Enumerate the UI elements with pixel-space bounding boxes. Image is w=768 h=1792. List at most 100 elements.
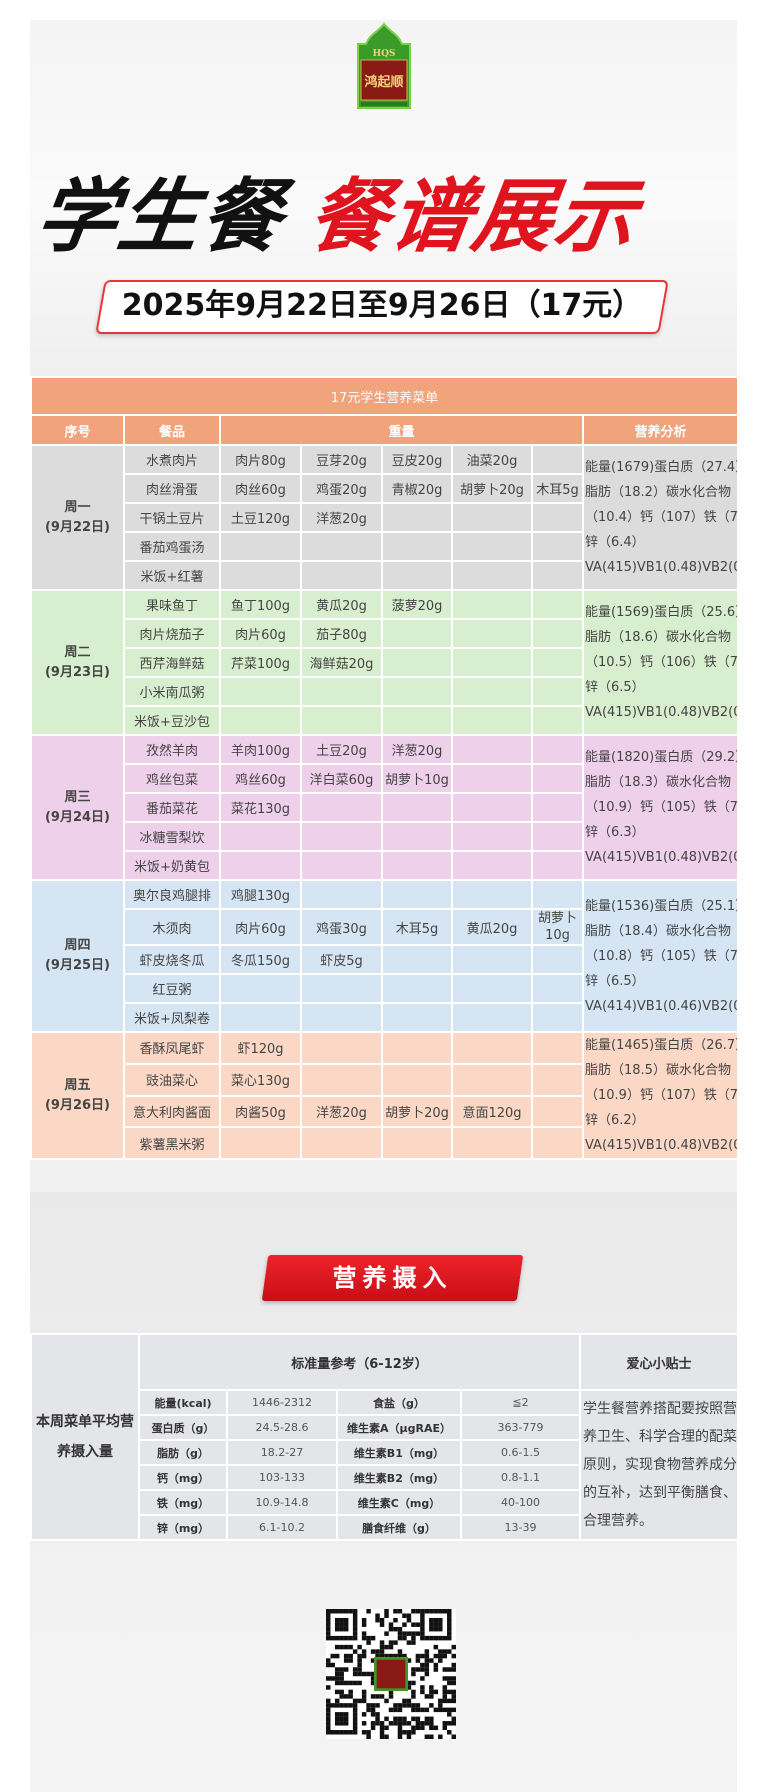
- nutrition-line: 脂肪（18.3）碳水化合物: [585, 775, 731, 790]
- day-name: 周五: [64, 1077, 91, 1093]
- nutrient-name: 铁（mg）: [138, 1489, 228, 1516]
- ingredient-cell: 茄子80g: [300, 618, 383, 649]
- ingredient-cell: [451, 705, 533, 736]
- nutrition-line: VA(415)VB1(0.48)VB2(0.68): [585, 850, 736, 865]
- title-red: 餐谱展示: [302, 170, 644, 263]
- section-banner-title: 营养摄入: [332, 1264, 453, 1292]
- ingredient-cell: [381, 973, 453, 1004]
- ingredient-cell: [381, 705, 453, 736]
- nutrition-line: VA(415)VB1(0.48)VB2(0.68): [585, 705, 736, 720]
- page-title: 学生餐 餐谱展示: [31, 152, 744, 263]
- ingredient-cell: [451, 792, 533, 823]
- ingredient-cell: [451, 850, 533, 881]
- nutrient-name: 维生素A（μgRAE）: [336, 1414, 462, 1441]
- intake-row-label: 本周菜单平均营养摄入量: [30, 1333, 140, 1541]
- ingredient-cell: [451, 944, 533, 975]
- nutrition-line: 能量(1679)蛋白质（27.4）: [585, 460, 739, 475]
- ingredient-cell: [381, 1062, 453, 1097]
- ingredient-cell: [531, 531, 584, 562]
- ingredient-cell: 洋葱20g: [300, 502, 383, 533]
- ingredient-cell: [531, 560, 584, 591]
- nutrition-line: VA(415)VB1(0.48)VB2(0.68): [585, 1138, 736, 1153]
- menu-row: 周一 (9月22日) 水煮肉片 肉片80g 豆芽20g 豆皮20g 油菜20g 能量(1679…: [30, 444, 740, 591]
- qr-code-icon: [326, 1609, 456, 1739]
- col-dish: 餐品: [123, 414, 221, 446]
- day-cell: 周五 (9月26日): [30, 1031, 125, 1160]
- day-name: 周三: [64, 789, 91, 805]
- intake-row: 铁（mg） 10.9-14.8 维生素C（mg） 40-100: [31, 1489, 738, 1516]
- ingredient-cell: [531, 502, 584, 533]
- tips-header: 爱心小贴士: [579, 1333, 740, 1391]
- ingredient-cell: 木耳5g: [381, 908, 453, 946]
- ingredient-cell: [451, 973, 533, 1004]
- menu-row: 肉丝滑蛋 肉丝60g 鸡蛋20g 青椒20g 胡萝卜20g 木耳5g: [31, 473, 738, 504]
- ingredient-cell: 鸡蛋20g: [300, 473, 383, 504]
- ingredient-cell: [219, 1126, 302, 1160]
- ingredient-cell: [451, 618, 533, 649]
- ingredient-cell: 鱼丁100g: [219, 589, 302, 620]
- menu-row: 西芹海鲜菇 芹菜100g 海鲜菇20g: [31, 647, 738, 678]
- nutrient-range: 18.2-27: [226, 1439, 338, 1466]
- nutrition-line: 锌（6.4）: [585, 535, 645, 550]
- day-name: 周一: [64, 499, 91, 515]
- nutrient-range: 6.1-10.2: [226, 1514, 338, 1541]
- day-date: (9月24日): [44, 809, 111, 825]
- ingredient-cell: 鸡蛋30g: [300, 908, 383, 946]
- nutrition-line: 脂肪（18.6）碳水化合物: [585, 630, 731, 645]
- nutrition-line: 能量(1569)蛋白质（25.6）: [585, 605, 739, 620]
- nutrient-range: 10.9-14.8: [226, 1489, 338, 1516]
- menu-row: 豉油菜心 菜心130g: [31, 1062, 738, 1097]
- nutrient-name: 维生素B1（mg）: [336, 1439, 462, 1466]
- menu-row: 周二 (9月23日) 果味鱼丁 鱼丁100g 黄瓜20g 菠萝20g 能量(1569)蛋白质…: [30, 589, 740, 736]
- dish-name: 米饭+凤梨卷: [123, 1002, 221, 1033]
- day-date: (9月23日): [44, 664, 111, 680]
- ingredient-cell: [300, 850, 383, 881]
- ingredient-cell: [451, 560, 533, 591]
- ingredient-cell: [300, 1126, 383, 1160]
- intake-table: 本周菜单平均营养摄入量 标准量参考（6-12岁） 爱心小贴士 能量(kcal) 1…: [30, 1333, 740, 1541]
- day-date: (9月25日): [44, 958, 111, 973]
- ingredient-cell: [531, 618, 584, 649]
- ingredient-cell: 洋白菜60g: [300, 763, 383, 794]
- nutrient-name: 能量(kcal): [138, 1389, 228, 1416]
- nutrition-line: 能量(1536)蛋白质（25.1）: [585, 898, 739, 914]
- ingredient-cell: [531, 763, 584, 794]
- nutrition-line: （10.8）钙（105）铁（7.0: [585, 948, 739, 964]
- ingredient-cell: [451, 734, 533, 765]
- nutrition-analysis: 能量(1536)蛋白质（25.1） 脂肪（18.4）碳水化合物 （10.8）钙（10…: [581, 879, 740, 1033]
- ingredient-cell: [531, 850, 584, 881]
- ingredient-cell: [531, 1031, 584, 1065]
- ingredient-cell: 青椒20g: [381, 473, 453, 504]
- ingredient-cell: 胡萝卜10g: [381, 763, 453, 794]
- ingredient-cell: [451, 502, 533, 533]
- ingredient-cell: 鸡腿130g: [219, 879, 302, 910]
- ingredient-cell: [451, 821, 533, 852]
- nutrition-analysis: 能量(1679)蛋白质（27.4） 脂肪（18.2）碳水化合物 （10.4）钙（10…: [581, 444, 740, 591]
- ingredient-cell: [381, 850, 453, 881]
- ingredient-cell: [219, 705, 302, 736]
- menu-table: 17元学生营养菜单 序号 餐品 重量 营养分析 周一 (9月22日) 水煮肉片 肉片8…: [29, 376, 740, 1160]
- dish-name: 紫薯黑米粥: [123, 1126, 221, 1160]
- ingredient-cell: [381, 1031, 453, 1065]
- ingredient-cell: 黄瓜20g: [451, 908, 533, 946]
- ingredient-cell: [531, 1094, 584, 1129]
- ingredient-cell: 肉丝60g: [219, 473, 302, 504]
- ingredient-cell: 羊肉100g: [219, 734, 302, 765]
- menu-row: 米饭+凤梨卷: [31, 1002, 738, 1033]
- ingredient-cell: [451, 1031, 533, 1065]
- nutrition-line: 锌（6.3）: [585, 825, 645, 840]
- dish-name: 冰糖雪梨饮: [123, 821, 221, 852]
- ingredient-cell: 海鲜菇20g: [300, 647, 383, 678]
- ingredient-cell: [531, 676, 584, 707]
- ingredient-cell: [300, 1002, 383, 1033]
- dish-name: 米饭+红薯: [123, 560, 221, 591]
- ingredient-cell: [381, 618, 453, 649]
- ingredient-cell: [531, 647, 584, 678]
- day-name: 周二: [64, 644, 91, 660]
- dish-name: 果味鱼丁: [123, 589, 221, 620]
- ingredient-cell: [451, 531, 533, 562]
- ingredient-cell: 豆皮20g: [381, 444, 453, 475]
- standard-header: 标准量参考（6-12岁）: [137, 1333, 582, 1391]
- dish-name: 鸡丝包菜: [123, 763, 221, 794]
- nutrition-line: 脂肪（18.4）碳水化合物: [585, 923, 731, 939]
